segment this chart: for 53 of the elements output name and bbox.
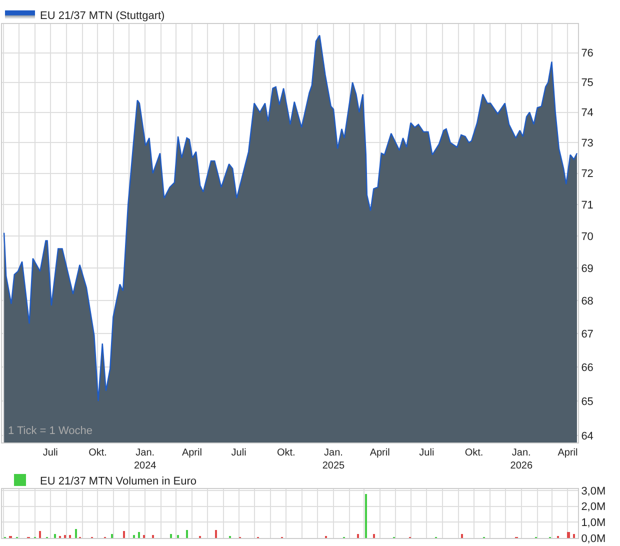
x-tick-label: Juli bbox=[42, 448, 58, 459]
x-tick-label: Jan. 2024 bbox=[134, 448, 157, 472]
bar bbox=[133, 534, 135, 538]
y-tick-label: 1,0M bbox=[581, 517, 606, 530]
bar bbox=[186, 530, 188, 538]
y-tick-label: 76 bbox=[581, 48, 594, 60]
y-tick-label: 74 bbox=[581, 107, 594, 120]
bar bbox=[39, 530, 41, 538]
x-tick-label: Jan. 2026 bbox=[510, 448, 533, 472]
y-tick-label: 71 bbox=[581, 199, 594, 212]
legend-label: EU 21/37 MTN (Stuttgart) bbox=[40, 10, 165, 22]
y-tick-label: 73 bbox=[581, 137, 594, 150]
bar bbox=[567, 532, 570, 538]
x-tick-label: Jan. 2025 bbox=[322, 448, 346, 472]
annotation: 1 Tick = 1 Woche bbox=[8, 425, 92, 437]
x-tick-label: Juli bbox=[231, 448, 246, 459]
legend-label: EU 21/37 MTN Volumen in Euro bbox=[40, 475, 197, 488]
x-tick-label: April bbox=[370, 448, 390, 459]
y-tick-label: 66 bbox=[581, 362, 594, 374]
bar bbox=[64, 534, 66, 538]
bar bbox=[152, 534, 154, 538]
y-tick-label: 64 bbox=[581, 430, 594, 442]
bar bbox=[143, 534, 145, 538]
y-tick-label: 70 bbox=[581, 230, 594, 243]
bar bbox=[373, 534, 375, 538]
y-tick-label: 0,0M bbox=[581, 532, 606, 545]
y-tick-label: 2,0M bbox=[581, 501, 606, 514]
bar bbox=[461, 534, 463, 538]
y-tick-label: 67 bbox=[581, 328, 594, 340]
y-tick-label: 75 bbox=[581, 77, 594, 90]
bar bbox=[177, 534, 179, 538]
bar bbox=[75, 528, 77, 538]
x-tick-label: April bbox=[182, 448, 202, 459]
x-tick-label: Juli bbox=[419, 448, 434, 459]
bar bbox=[69, 534, 71, 538]
bar bbox=[111, 534, 113, 538]
bar bbox=[138, 532, 140, 538]
x-tick-label: Okt. bbox=[88, 448, 107, 459]
bar bbox=[357, 534, 359, 538]
x-tick-label: April bbox=[558, 448, 578, 459]
y-tick-label: 68 bbox=[581, 295, 594, 308]
bar bbox=[573, 534, 575, 538]
y-tick-label: 72 bbox=[581, 168, 594, 180]
bar bbox=[365, 494, 367, 538]
bar bbox=[123, 530, 125, 538]
x-tick-label: Okt. bbox=[276, 448, 296, 459]
y-tick-label: 3,0M bbox=[581, 485, 606, 498]
bar bbox=[54, 534, 56, 538]
bar bbox=[170, 534, 172, 538]
y-tick-label: 65 bbox=[581, 396, 594, 408]
bar bbox=[215, 530, 217, 538]
y-tick-label: 69 bbox=[581, 262, 594, 275]
x-tick-label: Okt. bbox=[464, 448, 484, 459]
